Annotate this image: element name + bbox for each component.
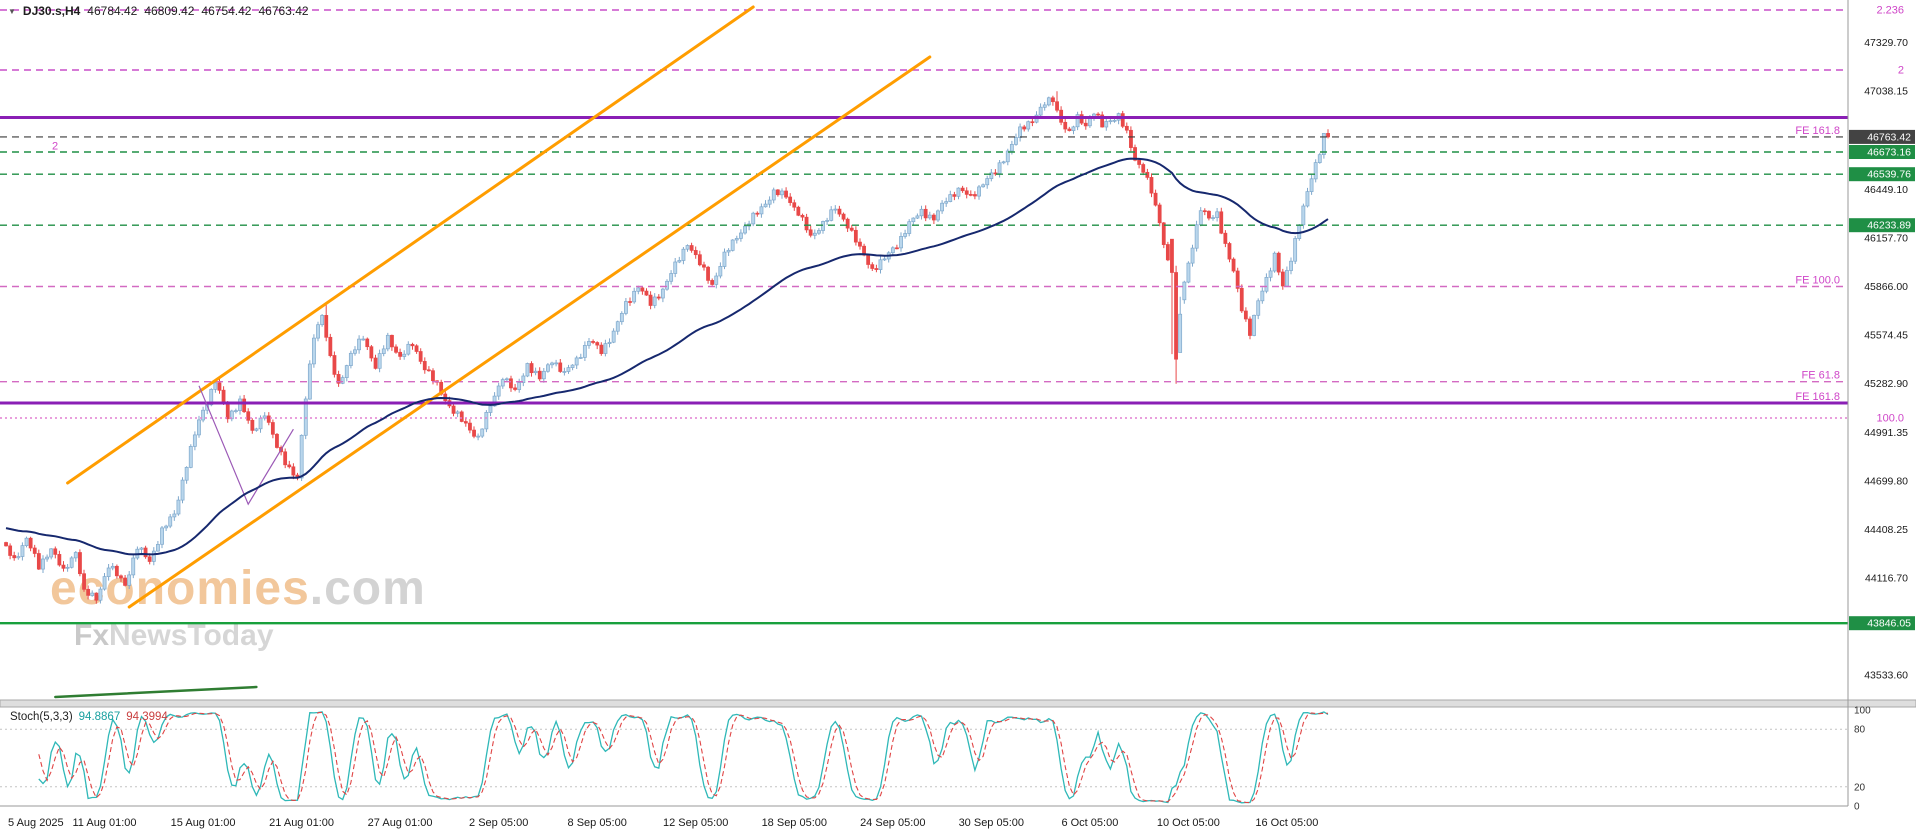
date-label: 15 Aug 01:00 [171, 817, 236, 829]
price-tick-label: 47038.15 [1864, 86, 1908, 98]
fibo-left-label: 2 [52, 141, 58, 153]
date-label: 11 Aug 01:00 [72, 817, 136, 829]
watermark-fx: Fx [74, 619, 110, 652]
fibo-level-label: FE 61.8 [1801, 370, 1840, 382]
price-tick-label: 46449.10 [1864, 184, 1908, 196]
watermark-line2: FxNewsToday [74, 621, 426, 651]
level-axis-badge-text: 46233.89 [1867, 220, 1911, 232]
date-label: 6 Oct 05:00 [1061, 817, 1118, 829]
correction-annotation[interactable] [198, 385, 294, 506]
price-axis[interactable]: 47329.70 47038.15 46449.10 46157.70 45866.00… [1795, 0, 1915, 806]
date-label: 16 Oct 05:00 [1255, 817, 1318, 829]
candles[interactable] [4, 91, 1330, 604]
price-tick-label: 44116.70 [1865, 573, 1908, 585]
level-axis-badge [1849, 616, 1915, 631]
stoch-k-line [38, 711, 1329, 804]
price-tick-label: 45866.00 [1864, 281, 1908, 293]
fibo-level-label: FE 161.8 [1795, 125, 1840, 137]
date-label: 8 Sep 05:00 [568, 817, 627, 829]
trend-channel[interactable] [54, 5, 932, 699]
date-label: 18 Sep 05:00 [762, 817, 827, 829]
fibo-axis-label: 2.236 [1876, 5, 1904, 17]
fibo-axis-label: 2 [1898, 65, 1904, 77]
price-tick-label: 44991.35 [1864, 427, 1908, 439]
stoch-axis-label: 0 [1854, 802, 1860, 813]
pane-separator[interactable] [0, 699, 1916, 708]
date-label: 27 Aug 01:00 [368, 817, 433, 829]
date-label: 2 Sep 05:00 [469, 817, 528, 829]
price-tick-label: 45282.90 [1864, 378, 1908, 390]
watermark-newstoday: NewsToday [109, 619, 274, 652]
stoch-d-line [38, 711, 1329, 804]
price-tick-label: 47329.70 [1864, 37, 1908, 49]
date-label: 5 Aug 2025 [8, 817, 64, 829]
level-axis-badge-text: 43846.05 [1867, 618, 1911, 630]
date-label: 12 Sep 05:00 [663, 817, 728, 829]
time-axis[interactable]: 5 Aug 2025 11 Aug 01:00 15 Aug 01:00 21 Aug… [8, 817, 1318, 829]
level-axis-badge-text: 46539.76 [1867, 169, 1911, 181]
level-axis-badge [1849, 218, 1915, 233]
price-tick-label: 43533.60 [1864, 670, 1908, 682]
stoch-axis-label: 80 [1854, 725, 1866, 736]
current-price-badge [1849, 129, 1915, 144]
moving-average-line[interactable] [5, 157, 1329, 556]
level-axis-badge [1849, 167, 1915, 182]
date-label: 30 Sep 05:00 [959, 817, 1024, 829]
current-price-badge-text: 46763.42 [1867, 131, 1911, 143]
watermark-com: .com [309, 562, 426, 615]
price-tick-label: 46157.70 [1864, 232, 1908, 244]
horizontal-levels[interactable] [0, 9, 1848, 625]
fibo-axis-label: 100.0 [1876, 413, 1904, 425]
fibo-level-label: FE 161.8 [1795, 391, 1840, 403]
level-axis-badge-text: 46673.16 [1867, 147, 1911, 159]
stoch-axis-label: 100 [1854, 706, 1871, 717]
date-label: 24 Sep 05:00 [860, 817, 925, 829]
price-tick-label: 44408.25 [1864, 524, 1908, 536]
price-tick-label: 45574.45 [1864, 330, 1908, 342]
price-tick-label: 44699.80 [1864, 475, 1908, 487]
date-label: 10 Oct 05:00 [1157, 817, 1220, 829]
fibo-level-label: FE 100.0 [1795, 275, 1840, 287]
level-axis-badge [1849, 145, 1915, 159]
date-label: 21 Aug 01:00 [269, 817, 334, 829]
stochastic-pane[interactable]: 100 80 20 0 [0, 706, 1871, 813]
stoch-axis-label: 20 [1854, 782, 1866, 793]
